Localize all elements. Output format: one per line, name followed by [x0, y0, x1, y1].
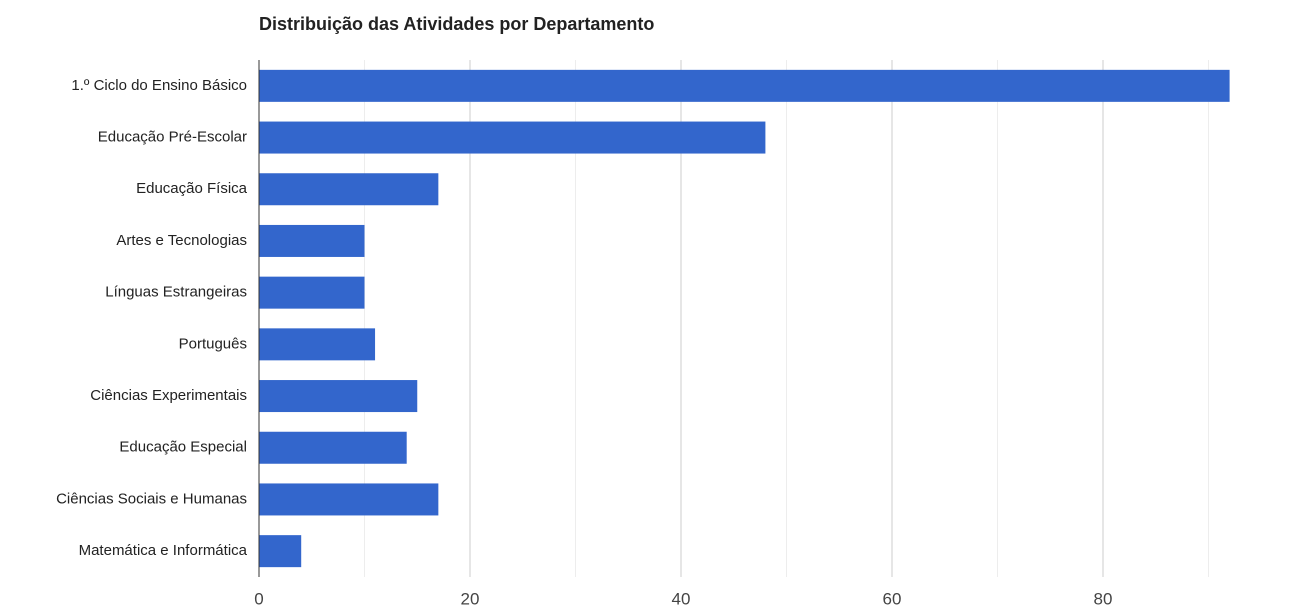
- bar: [259, 380, 418, 413]
- y-tick-label: Ciências Sociais e Humanas: [56, 490, 247, 507]
- bar: [259, 431, 407, 464]
- x-tick-label: 80: [1094, 589, 1113, 608]
- y-tick-label: Ciências Experimentais: [90, 387, 247, 404]
- y-tick-label: 1.º Ciclo do Ensino Básico: [71, 77, 247, 94]
- x-tick-label: 60: [883, 589, 902, 608]
- y-tick-label: Educação Pré-Escolar: [98, 129, 247, 146]
- x-tick-label: 0: [254, 589, 263, 608]
- bar: [259, 483, 439, 516]
- y-tick-label: Línguas Estrangeiras: [105, 284, 247, 301]
- y-tick-label: Educação Física: [136, 180, 248, 197]
- bar: [259, 69, 1230, 102]
- x-tick-label: 20: [461, 589, 480, 608]
- bar: [259, 173, 439, 206]
- y-tick-label: Matemática e Informática: [79, 542, 248, 559]
- y-tick-label: Educação Especial: [119, 439, 247, 456]
- bar: [259, 121, 766, 154]
- y-tick-label: Português: [179, 335, 247, 352]
- bar: [259, 224, 365, 257]
- bar: [259, 328, 376, 361]
- bar: [259, 535, 302, 568]
- bar: [259, 276, 365, 309]
- y-tick-label: Artes e Tecnologias: [116, 232, 247, 249]
- chart-title: Distribuição das Atividades por Departam…: [259, 14, 654, 34]
- x-tick-label: 40: [672, 589, 691, 608]
